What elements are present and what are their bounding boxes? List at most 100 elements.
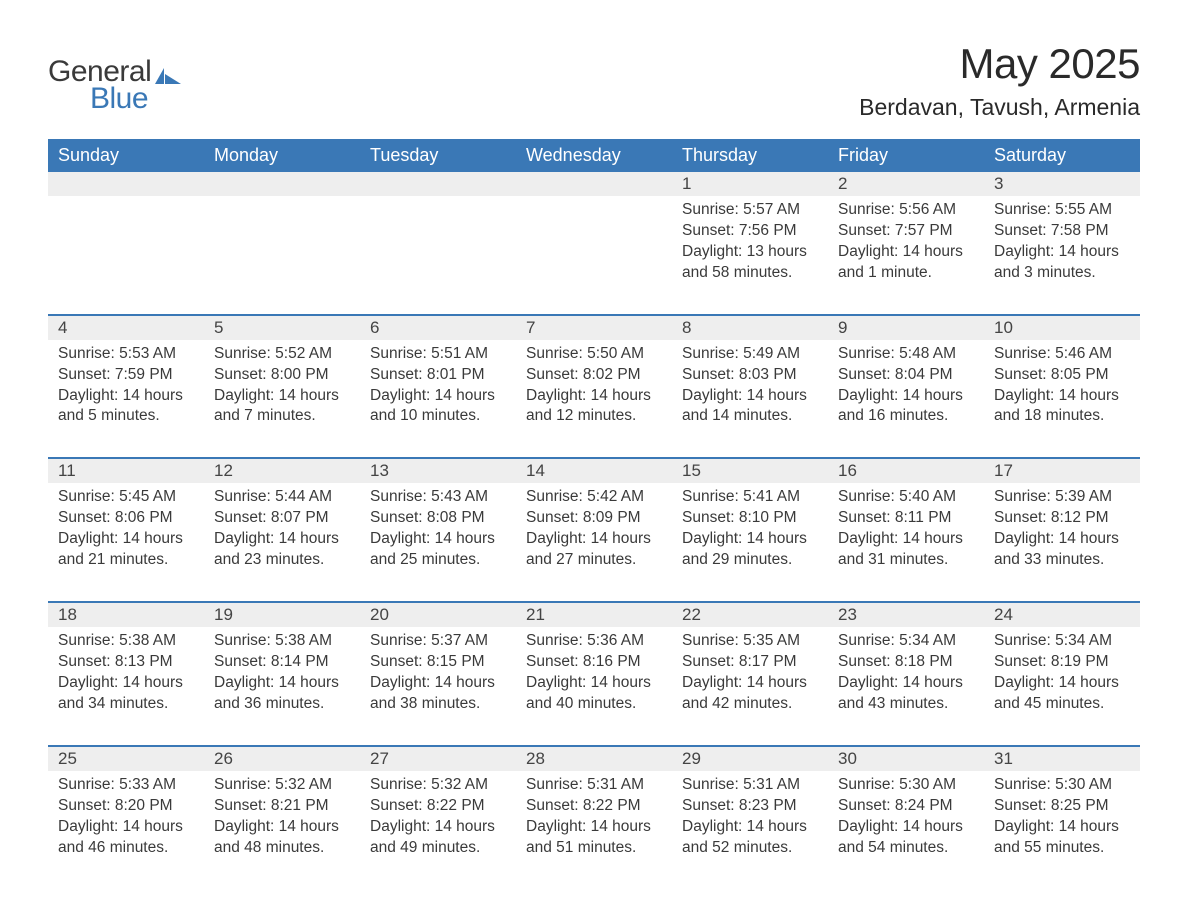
daylight-line: Daylight: 14 hours and 36 minutes. (214, 673, 350, 715)
calendar-body: 123Sunrise: 5:57 AMSunset: 7:56 PMDaylig… (48, 172, 1140, 866)
day-number-cell: 26 (204, 746, 360, 771)
day-detail-cell: Sunrise: 5:30 AMSunset: 8:25 PMDaylight:… (984, 771, 1140, 867)
day-number-cell: 5 (204, 315, 360, 340)
sunrise-line: Sunrise: 5:34 AM (838, 631, 974, 652)
day-detail-cell: Sunrise: 5:39 AMSunset: 8:12 PMDaylight:… (984, 483, 1140, 602)
daylight-line: Daylight: 14 hours and 33 minutes. (994, 529, 1130, 571)
day-number-cell: 28 (516, 746, 672, 771)
sunrise-line: Sunrise: 5:48 AM (838, 344, 974, 365)
day-number: 10 (994, 318, 1013, 337)
weekday-header: Sunday (48, 139, 204, 172)
day-number: 20 (370, 605, 389, 624)
sunrise-line: Sunrise: 5:46 AM (994, 344, 1130, 365)
day-number-cell: 22 (672, 602, 828, 627)
day-number: 26 (214, 749, 233, 768)
sunset-line: Sunset: 8:03 PM (682, 365, 818, 386)
daylight-line: Daylight: 14 hours and 21 minutes. (58, 529, 194, 571)
day-number-cell: 18 (48, 602, 204, 627)
weekday-header: Wednesday (516, 139, 672, 172)
sunset-line: Sunset: 8:10 PM (682, 508, 818, 529)
sunset-line: Sunset: 8:07 PM (214, 508, 350, 529)
daylight-line: Daylight: 14 hours and 23 minutes. (214, 529, 350, 571)
day-number: 23 (838, 605, 857, 624)
weekday-header: Saturday (984, 139, 1140, 172)
daylight-line: Daylight: 14 hours and 48 minutes. (214, 817, 350, 859)
day-number-cell: 29 (672, 746, 828, 771)
sunset-line: Sunset: 8:17 PM (682, 652, 818, 673)
calendar-table: Sunday Monday Tuesday Wednesday Thursday… (48, 139, 1140, 866)
sunrise-line: Sunrise: 5:43 AM (370, 487, 506, 508)
day-number: 5 (214, 318, 223, 337)
day-detail-cell: Sunrise: 5:57 AMSunset: 7:56 PMDaylight:… (672, 196, 828, 315)
day-number: 16 (838, 461, 857, 480)
day-detail-cell: Sunrise: 5:55 AMSunset: 7:58 PMDaylight:… (984, 196, 1140, 315)
day-detail-cell: Sunrise: 5:40 AMSunset: 8:11 PMDaylight:… (828, 483, 984, 602)
daylight-line: Daylight: 14 hours and 3 minutes. (994, 242, 1130, 284)
day-number-cell (516, 172, 672, 196)
day-number: 2 (838, 174, 847, 193)
sunset-line: Sunset: 8:13 PM (58, 652, 194, 673)
day-number-cell: 3 (984, 172, 1140, 196)
sunrise-line: Sunrise: 5:37 AM (370, 631, 506, 652)
day-number: 13 (370, 461, 389, 480)
sunrise-line: Sunrise: 5:53 AM (58, 344, 194, 365)
daylight-line: Daylight: 14 hours and 43 minutes. (838, 673, 974, 715)
sunrise-line: Sunrise: 5:45 AM (58, 487, 194, 508)
day-number: 8 (682, 318, 691, 337)
day-number-cell: 11 (48, 458, 204, 483)
sunrise-line: Sunrise: 5:39 AM (994, 487, 1130, 508)
sunrise-line: Sunrise: 5:38 AM (58, 631, 194, 652)
sunset-line: Sunset: 8:15 PM (370, 652, 506, 673)
day-detail-cell: Sunrise: 5:41 AMSunset: 8:10 PMDaylight:… (672, 483, 828, 602)
day-detail-cell: Sunrise: 5:32 AMSunset: 8:21 PMDaylight:… (204, 771, 360, 867)
day-detail-cell: Sunrise: 5:48 AMSunset: 8:04 PMDaylight:… (828, 340, 984, 459)
weekday-header: Thursday (672, 139, 828, 172)
sunset-line: Sunset: 8:00 PM (214, 365, 350, 386)
day-number: 12 (214, 461, 233, 480)
sunset-line: Sunset: 8:08 PM (370, 508, 506, 529)
sunset-line: Sunset: 8:20 PM (58, 796, 194, 817)
day-number: 29 (682, 749, 701, 768)
day-number-cell: 14 (516, 458, 672, 483)
day-number: 1 (682, 174, 691, 193)
day-number: 18 (58, 605, 77, 624)
sunrise-line: Sunrise: 5:40 AM (838, 487, 974, 508)
day-number-cell: 1 (672, 172, 828, 196)
day-detail-cell: Sunrise: 5:53 AMSunset: 7:59 PMDaylight:… (48, 340, 204, 459)
sunset-line: Sunset: 8:22 PM (526, 796, 662, 817)
day-number-row: 18192021222324 (48, 602, 1140, 627)
sunrise-line: Sunrise: 5:33 AM (58, 775, 194, 796)
day-number: 24 (994, 605, 1013, 624)
day-number: 15 (682, 461, 701, 480)
day-detail-row: Sunrise: 5:53 AMSunset: 7:59 PMDaylight:… (48, 340, 1140, 459)
day-number-cell: 17 (984, 458, 1140, 483)
day-detail-cell: Sunrise: 5:34 AMSunset: 8:19 PMDaylight:… (984, 627, 1140, 746)
sunrise-line: Sunrise: 5:55 AM (994, 200, 1130, 221)
sunset-line: Sunset: 8:25 PM (994, 796, 1130, 817)
sunset-line: Sunset: 8:14 PM (214, 652, 350, 673)
day-number-cell: 20 (360, 602, 516, 627)
day-number: 25 (58, 749, 77, 768)
sunset-line: Sunset: 8:24 PM (838, 796, 974, 817)
day-number-cell: 9 (828, 315, 984, 340)
sunset-line: Sunset: 8:23 PM (682, 796, 818, 817)
day-detail-cell (360, 196, 516, 315)
daylight-line: Daylight: 14 hours and 27 minutes. (526, 529, 662, 571)
weekday-header: Monday (204, 139, 360, 172)
day-detail-cell (516, 196, 672, 315)
daylight-line: Daylight: 14 hours and 7 minutes. (214, 386, 350, 428)
day-number: 22 (682, 605, 701, 624)
day-number-row: 11 12 13 14 15 16 17 (48, 458, 1140, 483)
header-row: General Blue May 2025 Berdavan, Tavush, … (48, 40, 1140, 121)
daylight-line: Daylight: 14 hours and 29 minutes. (682, 529, 818, 571)
sunrise-line: Sunrise: 5:30 AM (994, 775, 1130, 796)
sunrise-line: Sunrise: 5:32 AM (370, 775, 506, 796)
day-number: 6 (370, 318, 379, 337)
day-number-cell: 8 (672, 315, 828, 340)
day-detail-row: Sunrise: 5:45 AMSunset: 8:06 PMDaylight:… (48, 483, 1140, 602)
day-detail-row: Sunrise: 5:33 AMSunset: 8:20 PM Daylight:… (48, 771, 1140, 867)
day-number: 21 (526, 605, 545, 624)
day-number: 14 (526, 461, 545, 480)
day-number-cell (360, 172, 516, 196)
day-number-row: 45678910 (48, 315, 1140, 340)
